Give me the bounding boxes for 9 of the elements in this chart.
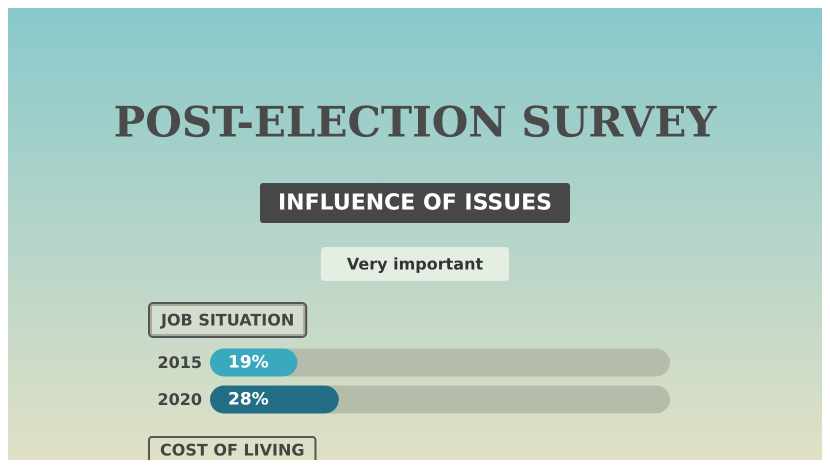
y-axis-title: JOB SITUATION [160,310,294,330]
chart-subtitle: INFLUENCE OF ISSUES [278,190,552,216]
text: COST OF LIVING [160,440,304,460]
y-tick-label: 2020 [157,390,202,409]
data-label: 28% [228,390,269,410]
chart-title: POST-ELECTION SURVEY [114,98,718,146]
y-tick-label: 2015 [157,353,202,372]
text: Very important [346,254,484,274]
data-label: 19% [228,352,269,372]
